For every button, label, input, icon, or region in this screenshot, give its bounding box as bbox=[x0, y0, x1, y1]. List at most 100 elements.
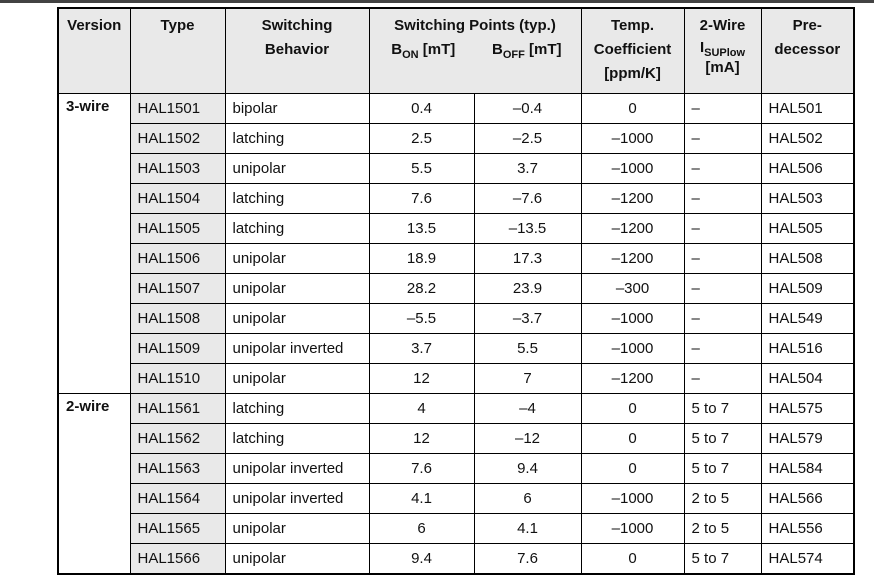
predecessor-cell: HAL549 bbox=[760, 303, 855, 334]
type-cell: HAL1566 bbox=[129, 543, 226, 575]
header-two-wire-isup: 2-Wire ISUPlow [mA] bbox=[683, 7, 762, 94]
b-on-symbol: B bbox=[391, 41, 403, 58]
type-cell: HAL1509 bbox=[129, 333, 226, 364]
temp-coefficient-cell: –1000 bbox=[580, 513, 685, 544]
predecessor-cell: HAL575 bbox=[760, 393, 855, 424]
b-off-cell: 6 bbox=[473, 483, 582, 514]
b-off-cell: 23.9 bbox=[473, 273, 582, 304]
predecessor-cell: HAL584 bbox=[760, 453, 855, 484]
b-on-cell: 4.1 bbox=[368, 483, 475, 514]
predecessor-cell: HAL566 bbox=[760, 483, 855, 514]
type-cell: HAL1505 bbox=[129, 213, 226, 244]
isup-cell: 5 to 7 bbox=[683, 543, 762, 575]
isup-cell: 5 to 7 bbox=[683, 423, 762, 454]
header-b-on: BON [mT] bbox=[372, 38, 476, 62]
predecessor-cell: HAL509 bbox=[760, 273, 855, 304]
version-cell: 2-wire bbox=[57, 393, 131, 575]
b-on-cell: 7.6 bbox=[368, 453, 475, 484]
temp-coefficient-cell: –1200 bbox=[580, 213, 685, 244]
b-off-cell: –12 bbox=[473, 423, 582, 454]
temp-coefficient-cell: –1000 bbox=[580, 123, 685, 154]
predecessor-cell: HAL501 bbox=[760, 93, 855, 124]
b-on-cell: 5.5 bbox=[368, 153, 475, 184]
type-cell: HAL1565 bbox=[129, 513, 226, 544]
temp-coefficient-cell: –1000 bbox=[580, 303, 685, 334]
isup-cell: 5 to 7 bbox=[683, 393, 762, 424]
behavior-cell: unipolar bbox=[224, 303, 370, 334]
type-cell: HAL1507 bbox=[129, 273, 226, 304]
temp-coefficient-cell: 0 bbox=[580, 393, 685, 424]
b-on-cell: 3.7 bbox=[368, 333, 475, 364]
predecessor-cell: HAL506 bbox=[760, 153, 855, 184]
isup-cell: 2 to 5 bbox=[683, 513, 762, 544]
b-on-cell: 4 bbox=[368, 393, 475, 424]
table-row: HAL1505 latching 13.5 –13.5 –1200– HAL505 bbox=[58, 213, 855, 244]
type-cell: HAL1564 bbox=[129, 483, 226, 514]
header-row: Version Type Switching Behavior Switchin… bbox=[57, 7, 855, 94]
temp-coefficient-cell: –1000 bbox=[580, 483, 685, 514]
isup-cell: – bbox=[683, 273, 762, 304]
isup-label: ISUPlow bbox=[687, 38, 759, 59]
b-on-subscript: ON bbox=[402, 49, 419, 61]
behavior-cell: unipolar inverted bbox=[224, 453, 370, 484]
header-type: Type bbox=[129, 7, 226, 94]
table-row: HAL1562 latching 12 –12 0 5 to 7 HAL579 bbox=[58, 423, 855, 454]
b-off-symbol: B bbox=[492, 41, 503, 58]
table-row: HAL1503 unipolar 5.5 3.7 –1000– HAL506 bbox=[58, 153, 855, 184]
type-cell: HAL1563 bbox=[129, 453, 226, 484]
isup-cell: 5 to 7 bbox=[683, 453, 762, 484]
switching-points-title: Switching Points (typ.) bbox=[394, 17, 556, 34]
table-body: 3-wire HAL1501 bipolar 0.4 –0.4 0– HAL501 HAL15… bbox=[57, 93, 855, 575]
b-off-cell: 9.4 bbox=[473, 453, 582, 484]
table-row: HAL1563 unipolar inverted 7.6 9.4 0 5 to 7 HAL… bbox=[58, 453, 855, 484]
behavior-cell: unipolar bbox=[224, 243, 370, 274]
behavior-cell: latching bbox=[224, 183, 370, 214]
type-cell: HAL1510 bbox=[129, 363, 226, 394]
b-on-cell: 12 bbox=[368, 363, 475, 394]
temp-coefficient-cell: 0 bbox=[580, 543, 685, 575]
isup-cell: – bbox=[683, 93, 762, 124]
predecessor-cell: HAL508 bbox=[760, 243, 855, 274]
type-cell: HAL1501 bbox=[129, 93, 226, 124]
table-row: HAL1510 unipolar 12 7 –1200– HAL504 bbox=[58, 363, 855, 394]
predecessor-cell: HAL504 bbox=[760, 363, 855, 394]
type-cell: HAL1503 bbox=[129, 153, 226, 184]
b-off-cell: –2.5 bbox=[473, 123, 582, 154]
behavior-cell: latching bbox=[224, 213, 370, 244]
type-cell: HAL1561 bbox=[129, 393, 226, 424]
isup-cell: – bbox=[683, 213, 762, 244]
b-on-cell: 7.6 bbox=[368, 183, 475, 214]
header-temp-coefficient: Temp. Coefficient [ppm/K] bbox=[580, 7, 685, 94]
behavior-cell: unipolar inverted bbox=[224, 333, 370, 364]
isup-cell: – bbox=[683, 153, 762, 184]
table-header: Version Type Switching Behavior Switchin… bbox=[57, 7, 855, 94]
isup-symbol: I bbox=[699, 39, 705, 56]
b-off-cell: 17.3 bbox=[473, 243, 582, 274]
b-off-cell: –0.4 bbox=[473, 93, 582, 124]
behavior-cell: latching bbox=[224, 393, 370, 424]
b-on-cell: 13.5 bbox=[368, 213, 475, 244]
temp-coefficient-cell: –1200 bbox=[580, 363, 685, 394]
b-off-cell: –7.6 bbox=[473, 183, 582, 214]
predecessor-cell: HAL579 bbox=[760, 423, 855, 454]
b-on-cell: 2.5 bbox=[368, 123, 475, 154]
behavior-cell: unipolar bbox=[224, 273, 370, 304]
type-cell: HAL1508 bbox=[129, 303, 226, 334]
b-off-cell: –13.5 bbox=[473, 213, 582, 244]
type-cell: HAL1562 bbox=[129, 423, 226, 454]
b-off-unit: [mT] bbox=[524, 41, 562, 58]
table-row: HAL1508 unipolar –5.5 –3.7 –1000– HAL549 bbox=[58, 303, 855, 334]
isup-cell: – bbox=[683, 363, 762, 394]
isup-cell: 2 to 5 bbox=[683, 483, 762, 514]
predecessor-cell: HAL503 bbox=[760, 183, 855, 214]
page-top-edge-line bbox=[0, 0, 874, 3]
table-row: HAL1502 latching 2.5 –2.5 –1000– HAL502 bbox=[58, 123, 855, 154]
header-version: Version bbox=[57, 7, 131, 94]
temp-coefficient-cell: –1200 bbox=[580, 183, 685, 214]
b-off-cell: 4.1 bbox=[473, 513, 582, 544]
switching-points-sublabels: BON [mT] BOFF [mT] bbox=[372, 38, 579, 62]
header-switching-points: Switching Points (typ.) BON [mT] BOFF [m… bbox=[368, 7, 582, 94]
isup-cell: – bbox=[683, 123, 762, 154]
